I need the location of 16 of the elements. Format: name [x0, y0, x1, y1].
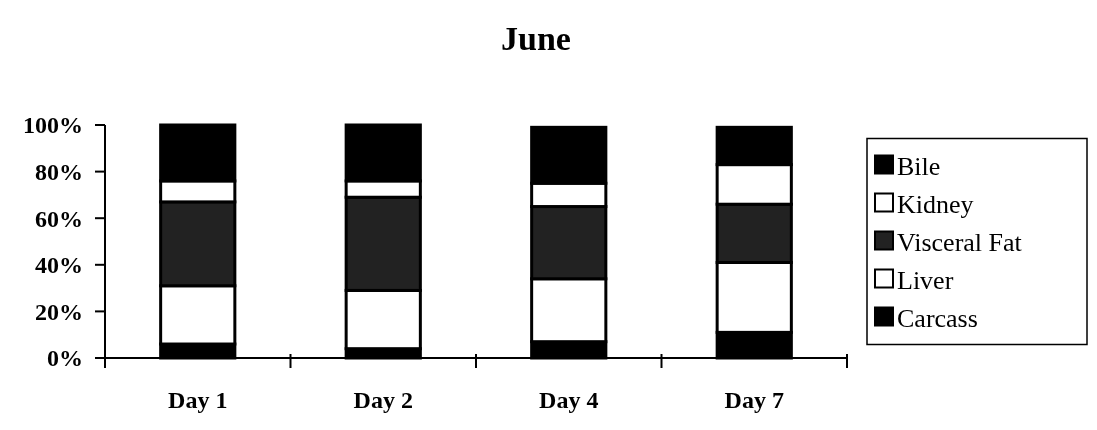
- x-tick-label: Day 2: [353, 387, 413, 413]
- y-tick-label: 40%: [35, 252, 83, 279]
- legend-label: Carcass: [897, 303, 978, 333]
- x-tick-label: Day 7: [724, 387, 784, 413]
- legend-label: Bile: [897, 151, 941, 181]
- legend-label: Liver: [897, 265, 954, 295]
- y-tick-label: 20%: [35, 298, 83, 325]
- x-tick-label: Day 1: [168, 387, 228, 413]
- y-tick-label: 100%: [23, 112, 83, 139]
- x-tick-label: Day 4: [539, 387, 599, 413]
- legend-label: Visceral Fat: [897, 227, 1023, 257]
- y-tick-label: 80%: [35, 159, 83, 185]
- chart-title: June: [501, 20, 571, 57]
- y-tick-label: 0%: [47, 345, 83, 372]
- y-tick-label: 60%: [35, 205, 83, 232]
- legend-label: Kidney: [897, 189, 974, 219]
